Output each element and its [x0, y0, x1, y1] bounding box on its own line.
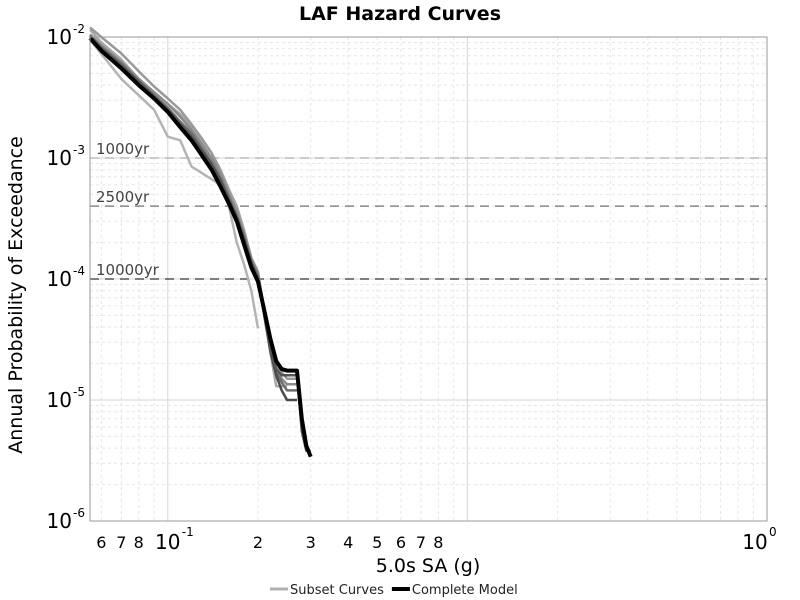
chart-title: LAF Hazard Curves	[299, 3, 501, 25]
reference-line-label: 10000yr	[96, 261, 160, 279]
reference-line-label: 2500yr	[96, 188, 150, 206]
x-tick-label: 7	[116, 533, 126, 552]
y-tick-exponent: -3	[73, 143, 85, 157]
x-axis-ticks: 6 7 8 2 3 4 5 6 7 810 -1 10 0	[96, 525, 776, 554]
y-tick-exponent: -2	[73, 22, 85, 36]
legend-label: Complete Model	[412, 583, 518, 598]
reference-line-label: 1000yr	[96, 140, 150, 158]
series-group	[88, 26, 313, 458]
legend: Subset Curves Complete Model	[270, 583, 518, 598]
y-tick-exponent: -6	[73, 506, 85, 520]
y-tick-label: 10	[47, 25, 72, 49]
x-tick-label: 5	[372, 533, 382, 552]
x-tick-label: 6	[396, 533, 406, 552]
subset-curve-line	[89, 38, 260, 329]
x-tick-label: 4	[343, 533, 353, 552]
y-tick-label: 10	[47, 146, 72, 170]
plot-frame	[89, 36, 768, 522]
x-tick-label: 6	[96, 533, 106, 552]
x-tick-exponent: 0	[769, 525, 777, 539]
x-tick-exponent: -1	[182, 525, 194, 539]
y-tick-label: 10	[47, 509, 72, 533]
x-tick-label: 3	[306, 533, 316, 552]
complete-model-line	[88, 36, 313, 458]
y-axis-ticks: 10-210-310-410-510-6	[47, 22, 85, 533]
legend-label: Subset Curves	[290, 583, 384, 598]
x-axis-label: 5.0s SA (g)	[376, 555, 481, 577]
y-tick-exponent: -4	[73, 264, 85, 278]
y-tick-label: 10	[47, 267, 72, 291]
x-tick-label-major: 10	[155, 530, 180, 554]
x-tick-label: 7	[416, 533, 426, 552]
x-tick-label-major: 10	[742, 530, 767, 554]
y-tick-label: 10	[47, 388, 72, 412]
x-tick-label: 2	[253, 533, 263, 552]
x-tick-label: 8	[134, 533, 144, 552]
y-tick-exponent: -5	[73, 385, 85, 399]
y-axis-label: Annual Probability of Exceedance	[5, 136, 27, 454]
x-tick-label: 8	[433, 533, 443, 552]
